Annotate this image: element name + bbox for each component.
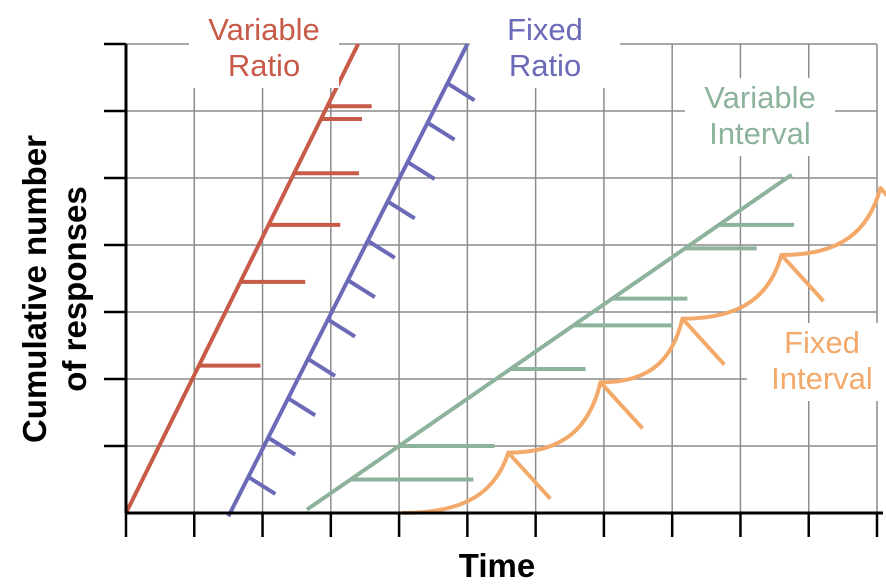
fixed-interval-scallop [779, 186, 883, 258]
fixed-interval-reinforcement-mark [599, 381, 644, 430]
label-fixed-interval-line-1: Fixed [784, 325, 860, 360]
fixed-ratio-response-mark [247, 475, 277, 496]
series-labels: VariableRatioFixedRatioVariableIntervalF… [189, 10, 886, 401]
fixed-ratio-response-mark [326, 317, 357, 339]
label-backdrop [189, 10, 339, 88]
series-line-variable-ratio [124, 43, 360, 514]
fixed-ratio-response-mark [287, 396, 317, 417]
label-variable-ratio-line-2: Ratio [228, 48, 300, 83]
fixed-interval-reinforcement-mark [779, 253, 825, 303]
series-line-variable-interval [305, 173, 793, 512]
fixed-interval-scallop [400, 450, 511, 515]
y-axis-title: Cumulative number of responses [16, 135, 93, 443]
y-axis-title-line-1: Cumulative number [16, 135, 53, 443]
fixed-ratio-response-mark [406, 160, 436, 181]
fixed-ratio-response-mark [386, 199, 416, 221]
series-lines [124, 43, 886, 518]
fixed-ratio-response-mark [346, 278, 376, 299]
label-backdrop [470, 10, 620, 88]
fixed-ratio-response-mark [446, 81, 476, 103]
fixed-ratio-response-mark [267, 435, 297, 457]
label-backdrop [747, 323, 886, 401]
label-fixed-ratio-line-1: Fixed [507, 12, 583, 47]
fixed-interval-scallop [598, 316, 685, 385]
label-variable-interval-line-2: Interval [709, 116, 811, 151]
axes [104, 42, 883, 537]
fixed-interval-reinforcement-mark [680, 317, 726, 367]
fixed-ratio-response-mark [306, 357, 337, 378]
y-axis-title-line-2: of responses [56, 186, 93, 391]
label-fixed-ratio-line-2: Ratio [509, 48, 581, 83]
fixed-interval-reinforcement-mark [878, 186, 886, 198]
x-axis-title: Time [459, 547, 535, 584]
fixed-ratio-response-mark [426, 121, 456, 142]
fixed-ratio-response-mark [366, 239, 396, 260]
label-variable-interval-line-1: Variable [704, 80, 815, 115]
fixed-interval-scallop [680, 253, 784, 321]
label-fixed-interval-line-2: Interval [771, 361, 873, 396]
fixed-interval-reinforcement-mark [506, 451, 552, 501]
fixed-interval-scallop [506, 380, 603, 455]
label-variable-ratio-line-1: Variable [208, 12, 319, 47]
label-backdrop [685, 78, 835, 156]
